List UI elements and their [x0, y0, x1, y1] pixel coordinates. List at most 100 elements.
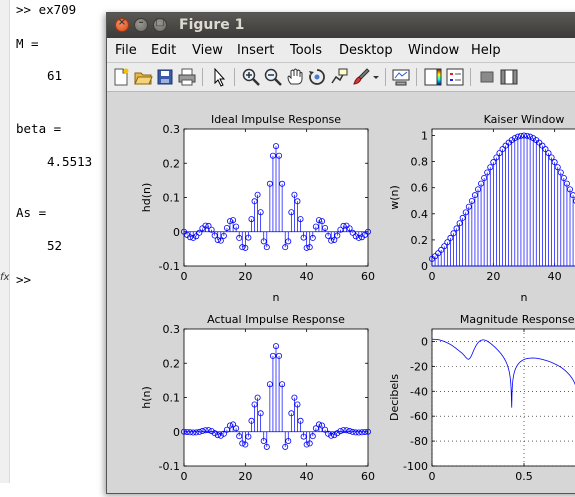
- colorbar-icon[interactable]: [423, 67, 443, 87]
- stem-marker: [288, 410, 295, 417]
- stem-marker: [490, 159, 497, 166]
- minimize-icon: –: [138, 17, 144, 28]
- print-icon[interactable]: [177, 67, 197, 87]
- stem-marker: [193, 233, 200, 240]
- stem-marker: [208, 226, 215, 233]
- magnitude-line: [432, 338, 575, 408]
- pan-icon[interactable]: [285, 67, 305, 87]
- x-tick-label: 40: [300, 270, 314, 283]
- stem-marker: [269, 152, 276, 159]
- stem-marker: [557, 169, 564, 176]
- stem-marker: [266, 381, 273, 388]
- menu-insert[interactable]: Insert: [237, 43, 275, 58]
- y-axis-label: hd(n): [140, 183, 153, 213]
- stem-marker: [536, 139, 543, 146]
- subplot-4: Magnitude Response in Decibels 0 0.5 0 -20 -40…: [388, 313, 575, 483]
- brush-dropdown-icon[interactable]: [371, 67, 381, 87]
- stem-series: [428, 132, 575, 267]
- brush-icon[interactable]: [351, 67, 371, 87]
- stem-marker: [524, 132, 531, 139]
- stem-marker: [306, 244, 313, 251]
- menu-tools[interactable]: Tools: [290, 43, 323, 58]
- y-tick-label: -60: [410, 410, 428, 423]
- hide-plot-tools-icon[interactable]: [477, 67, 497, 87]
- stem-marker: [285, 238, 292, 245]
- stem-marker: [233, 425, 240, 432]
- new-figure-icon[interactable]: [111, 67, 131, 87]
- menu-help[interactable]: Help: [471, 43, 501, 58]
- stem-marker: [462, 209, 469, 216]
- show-plot-tools-icon[interactable]: [499, 67, 519, 87]
- y-tick-label: 0.8: [411, 156, 429, 169]
- menu-window[interactable]: Window: [408, 43, 460, 58]
- stem-marker: [205, 222, 212, 229]
- stem-marker: [303, 244, 310, 251]
- stem-marker: [272, 343, 279, 350]
- menu-desktop[interactable]: Desktop: [339, 43, 393, 58]
- stem-marker: [230, 421, 237, 428]
- stem-marker: [245, 234, 252, 241]
- x-axis-label: n: [273, 491, 280, 493]
- stem-marker: [337, 428, 344, 435]
- stem-marker: [297, 417, 304, 424]
- stem-marker: [245, 433, 252, 440]
- data-cursor-icon[interactable]: [329, 67, 349, 87]
- toolbar-separator: [385, 68, 386, 86]
- stem-marker: [355, 429, 362, 436]
- rotate-3d-icon[interactable]: [307, 67, 327, 87]
- stem-marker: [248, 417, 255, 424]
- stem-marker: [279, 180, 286, 187]
- x-tick-label: 0.5: [515, 470, 533, 483]
- link-plot-icon[interactable]: [391, 67, 411, 87]
- close-window-button[interactable]: ×: [115, 17, 129, 32]
- stem-marker: [340, 427, 347, 434]
- function-browser-icon[interactable]: fx: [0, 272, 10, 283]
- y-tick-label: 0.4: [411, 208, 429, 221]
- open-file-icon[interactable]: [133, 67, 153, 87]
- stem-marker: [337, 226, 344, 233]
- stem-marker: [450, 230, 457, 237]
- stem-marker: [236, 234, 243, 241]
- menu-file[interactable]: File: [115, 43, 137, 58]
- stem-marker: [481, 174, 488, 181]
- zoom-out-icon[interactable]: [263, 67, 283, 87]
- title-bar[interactable]: × – □ Figure 1: [107, 13, 575, 38]
- stem-marker: [331, 236, 338, 243]
- stem-marker: [468, 197, 475, 204]
- stem-marker: [257, 209, 264, 216]
- x-tick-label: 20: [238, 270, 252, 283]
- stem-marker: [214, 432, 221, 439]
- y-tick-label: -0.1: [159, 460, 180, 473]
- stem-marker: [282, 244, 289, 251]
- stem-marker: [217, 432, 224, 439]
- console-prompt[interactable]: >>: [16, 272, 32, 287]
- y-tick-label: 0: [173, 426, 180, 439]
- stem-marker: [465, 203, 472, 210]
- stem-marker: [294, 401, 301, 408]
- subplot-3: Actual Impulse Responsenh(n)0204060-0.10…: [140, 313, 375, 497]
- stem-marker: [432, 253, 439, 260]
- stem-marker: [328, 432, 335, 439]
- y-tick-label: 0: [421, 260, 428, 273]
- menu-edit[interactable]: Edit: [151, 43, 177, 58]
- figure-canvas[interactable]: Ideal Impulse Response n hd(n) 0 20 40 60 -0.1 0…: [107, 92, 575, 497]
- stem-marker: [358, 429, 365, 436]
- console-line: 61: [47, 68, 63, 83]
- menu-view[interactable]: View: [192, 43, 223, 58]
- minimize-window-button[interactable]: –: [134, 17, 148, 32]
- stem-marker: [441, 243, 448, 250]
- stem-marker: [306, 440, 313, 447]
- legend-icon[interactable]: [445, 67, 465, 87]
- zoom-in-icon[interactable]: [241, 67, 261, 87]
- stem-marker: [300, 433, 307, 440]
- stem-marker: [435, 250, 442, 257]
- save-icon[interactable]: [155, 67, 175, 87]
- axes-title: Actual Impulse Response: [207, 313, 345, 326]
- x-tick-label: 60: [361, 470, 375, 483]
- stem-marker: [346, 225, 353, 232]
- pointer-icon[interactable]: [209, 67, 229, 87]
- stem-series: [181, 143, 371, 251]
- stem-marker: [499, 146, 506, 153]
- maximize-window-button[interactable]: □: [153, 17, 167, 32]
